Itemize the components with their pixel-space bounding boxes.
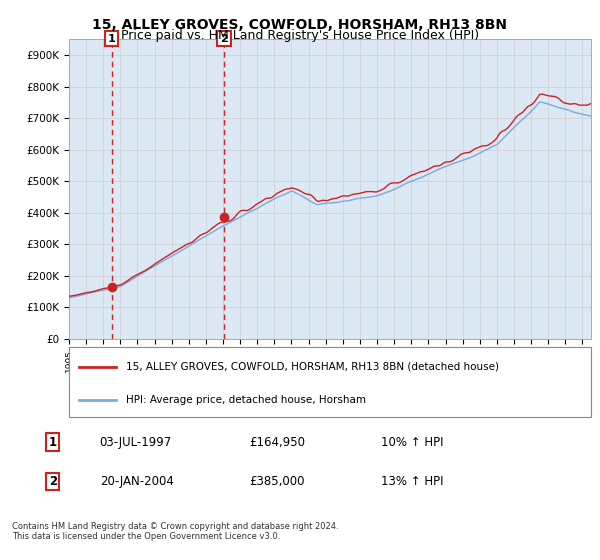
Text: 03-JUL-1997: 03-JUL-1997 bbox=[100, 436, 172, 449]
Text: 10% ↑ HPI: 10% ↑ HPI bbox=[381, 436, 444, 449]
Text: 13% ↑ HPI: 13% ↑ HPI bbox=[381, 475, 444, 488]
Text: £385,000: £385,000 bbox=[249, 475, 304, 488]
Text: HPI: Average price, detached house, Horsham: HPI: Average price, detached house, Hors… bbox=[127, 395, 367, 405]
Text: 1: 1 bbox=[49, 436, 57, 449]
Text: 15, ALLEY GROVES, COWFOLD, HORSHAM, RH13 8BN (detached house): 15, ALLEY GROVES, COWFOLD, HORSHAM, RH13… bbox=[127, 362, 499, 372]
Text: Contains HM Land Registry data © Crown copyright and database right 2024.
This d: Contains HM Land Registry data © Crown c… bbox=[12, 522, 338, 542]
Text: 2: 2 bbox=[49, 475, 57, 488]
Text: £164,950: £164,950 bbox=[249, 436, 305, 449]
Text: 2: 2 bbox=[220, 34, 228, 44]
Text: Price paid vs. HM Land Registry's House Price Index (HPI): Price paid vs. HM Land Registry's House … bbox=[121, 29, 479, 42]
Text: 15, ALLEY GROVES, COWFOLD, HORSHAM, RH13 8BN: 15, ALLEY GROVES, COWFOLD, HORSHAM, RH13… bbox=[92, 18, 508, 32]
Text: 1: 1 bbox=[108, 34, 116, 44]
Text: 20-JAN-2004: 20-JAN-2004 bbox=[100, 475, 173, 488]
FancyBboxPatch shape bbox=[69, 347, 591, 417]
